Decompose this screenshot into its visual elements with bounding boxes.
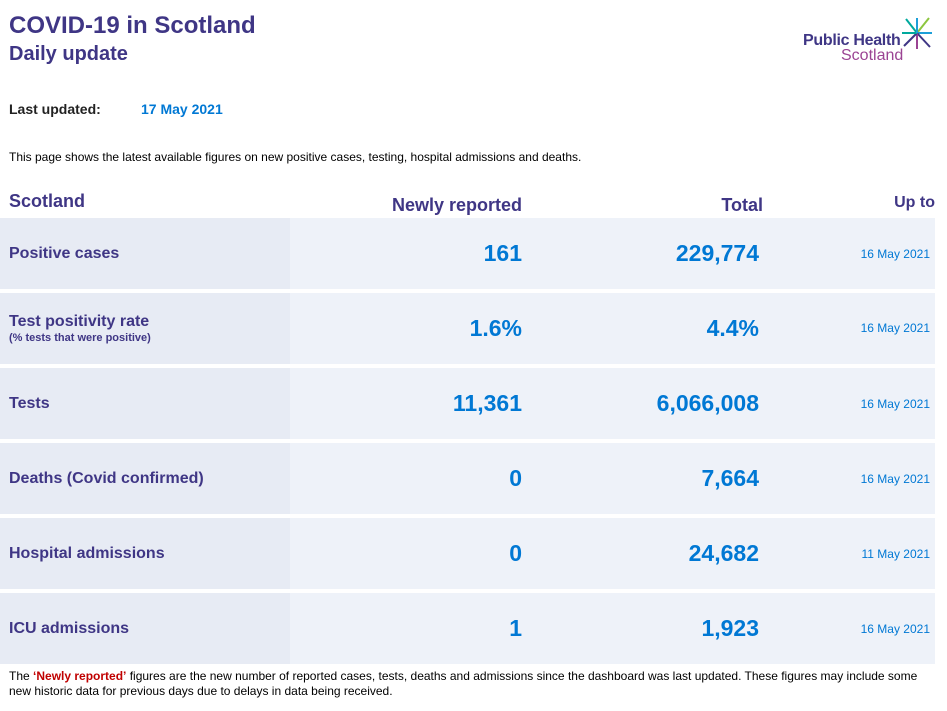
row-label: ICU admissions [9, 620, 130, 637]
total-value: 229,774 [675, 240, 759, 266]
last-updated-label: Last updated: [9, 101, 101, 117]
row-label: Positive cases [9, 245, 120, 262]
up-to-date: 16 May 2021 [860, 397, 930, 411]
row-label: Hospital admissions [9, 545, 165, 562]
page-subtitle: Daily update [9, 43, 128, 65]
row-label-cell [0, 443, 290, 514]
newly-reported-value: 11,361 [452, 390, 522, 416]
newly-reported-value: 161 [483, 240, 522, 266]
up-to-date: 16 May 2021 [860, 622, 930, 636]
row-label-cell [0, 518, 290, 589]
up-to-date: 16 May 2021 [860, 472, 930, 486]
header-total: Total [721, 195, 763, 215]
last-updated-value: 17 May 2021 [141, 101, 223, 117]
row-label: Tests [9, 395, 50, 412]
table-row: Positive cases 161 229,774 16 May 2021 [0, 218, 935, 289]
page-title: COVID-19 in Scotland [9, 12, 256, 39]
row-label: Deaths (Covid confirmed) [9, 470, 204, 487]
row-label: Test positivity rate [9, 313, 150, 330]
header-area: Scotland [9, 191, 86, 211]
total-value: 4.4% [706, 315, 759, 341]
header-newly-reported: Newly reported [392, 195, 523, 215]
newly-reported-value: 1 [509, 615, 522, 641]
logo-text-line2: Scotland [841, 47, 904, 64]
table-row: Test positivity rate (% tests that were … [0, 293, 935, 364]
header-up-to: Up to [894, 194, 935, 211]
footnote-prefix: The [9, 669, 34, 683]
footnote-text: figures are the new number of reported c… [9, 669, 918, 698]
row-label-cell [0, 593, 290, 664]
up-to-date: 11 May 2021 [861, 547, 931, 561]
phs-star-logo-icon [902, 17, 932, 49]
up-to-date: 16 May 2021 [860, 247, 930, 261]
footnote-highlight: ‘Newly reported’ [33, 669, 127, 683]
newly-reported-value: 0 [509, 465, 522, 491]
newly-reported-value: 1.6% [469, 315, 522, 341]
up-to-date: 16 May 2021 [860, 321, 930, 335]
intro-text: This page shows the latest available fig… [9, 150, 582, 164]
table-row: Deaths (Covid confirmed) 0 7,664 16 May … [0, 443, 935, 514]
logo-text-line1: Public Health [803, 32, 901, 49]
newly-reported-value: 0 [509, 540, 522, 566]
row-label-cell [0, 293, 290, 364]
row-sublabel: (% tests that were positive) [9, 332, 151, 344]
total-value: 6,066,008 [656, 390, 759, 416]
total-value: 1,923 [701, 615, 759, 641]
row-label-cell [0, 368, 290, 439]
row-label-cell [0, 218, 290, 289]
phs-logo: Public Health Scotland [800, 16, 940, 68]
total-value: 7,664 [701, 465, 759, 491]
table-row: ICU admissions 1 1,923 16 May 2021 [0, 593, 935, 664]
total-value: 24,682 [688, 540, 759, 566]
table-row: Tests 11,361 6,066,008 16 May 2021 [0, 368, 935, 439]
table-row: Hospital admissions 0 24,682 11 May 2021 [0, 518, 935, 589]
footnote: The ‘Newly reported’ figures are the new… [9, 669, 939, 699]
